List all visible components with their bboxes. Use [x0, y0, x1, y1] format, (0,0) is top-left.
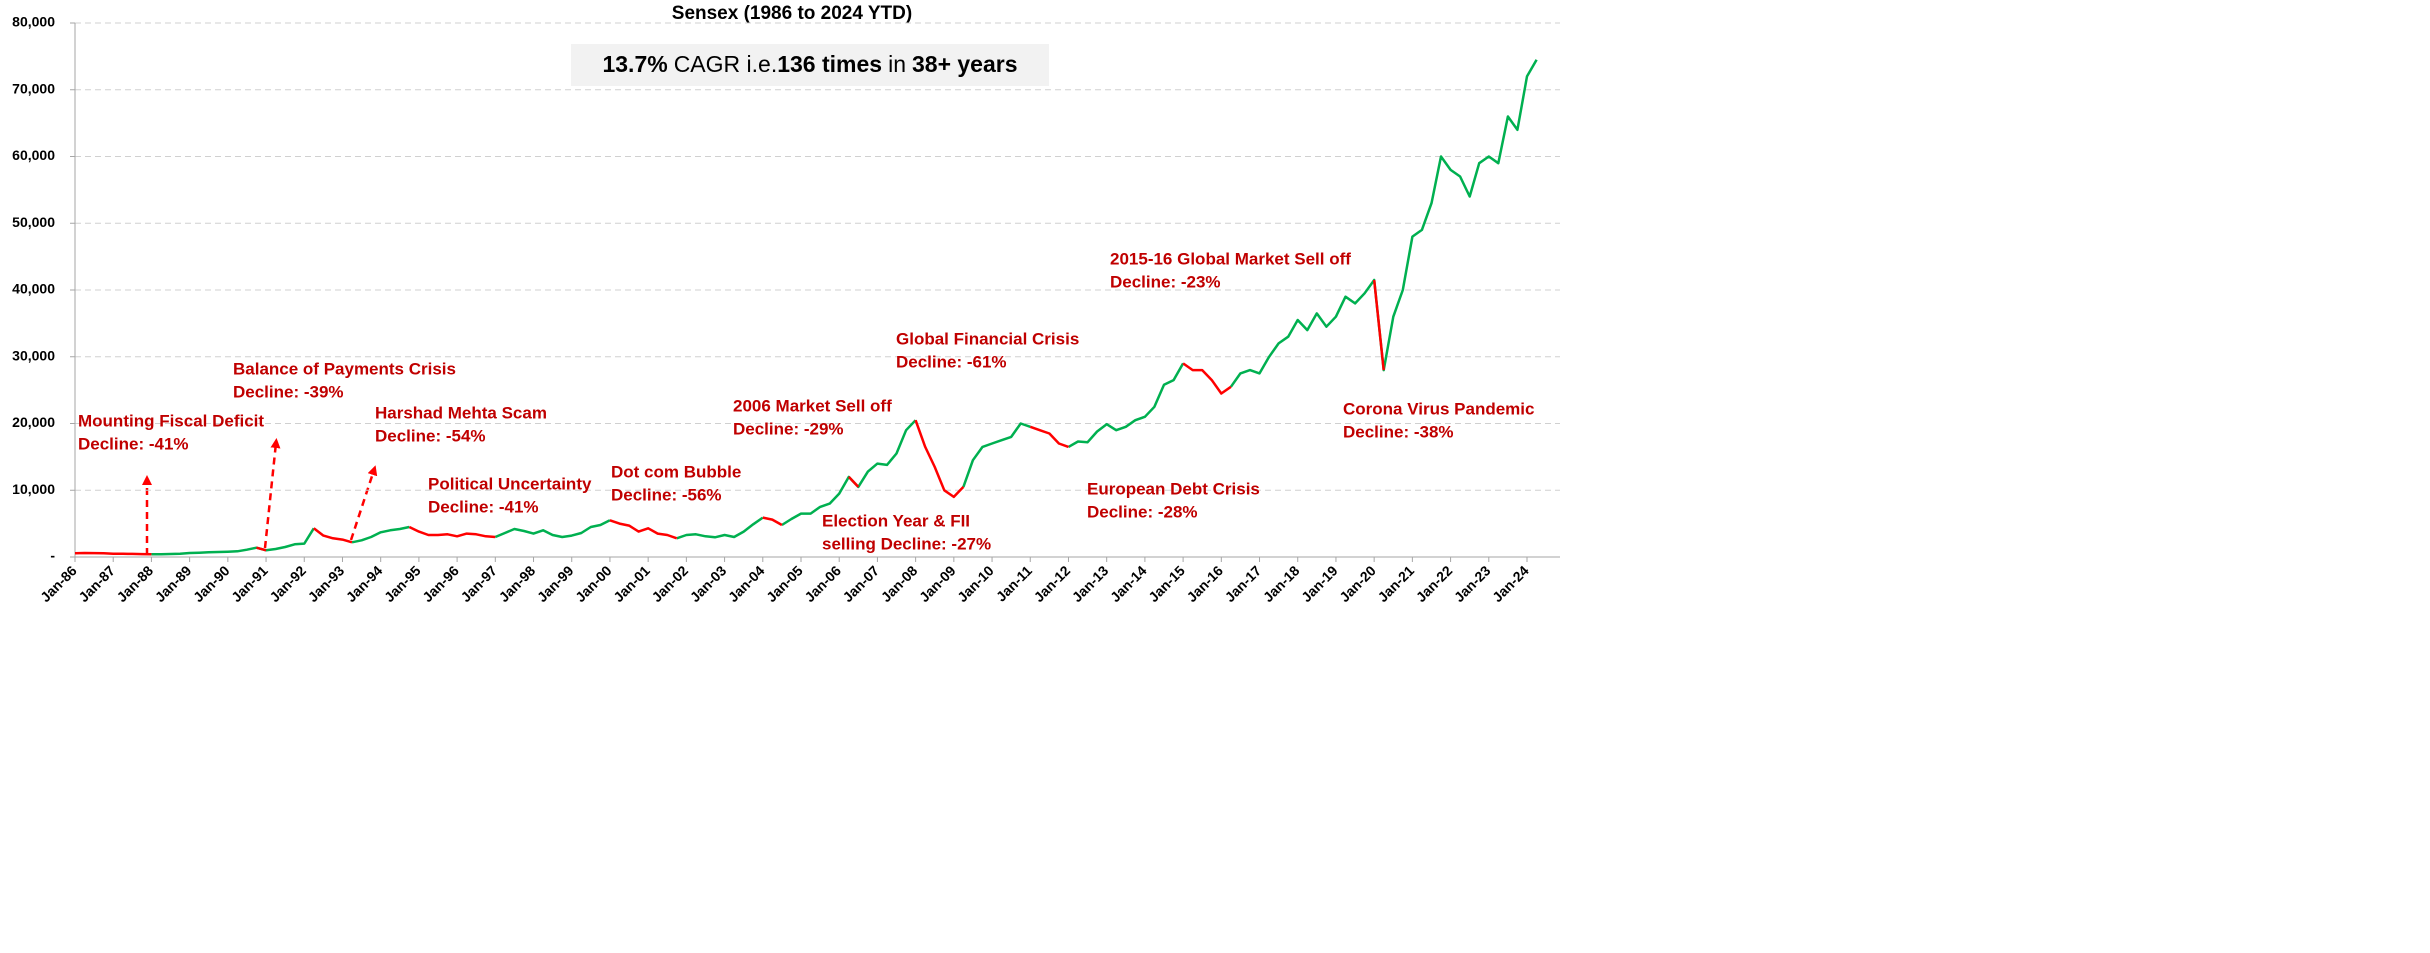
arrow — [263, 438, 281, 549]
x-tick-label: Jan-98 — [496, 562, 539, 605]
x-tick-label: Jan-04 — [725, 562, 768, 605]
x-tick-label: Jan-05 — [763, 562, 806, 605]
x-tick-label: Jan-19 — [1298, 562, 1341, 605]
annotation: Decline: -39% — [233, 382, 344, 401]
x-tick-label: Jan-22 — [1413, 562, 1456, 605]
y-tick-label: 60,000 — [12, 147, 55, 163]
x-tick-label: Jan-10 — [954, 562, 997, 605]
x-tick-label: Jan-18 — [1260, 562, 1303, 605]
x-tick-label: Jan-89 — [152, 562, 195, 605]
annotation: Political Uncertainty — [428, 474, 592, 493]
subtitle-box — [571, 44, 1049, 86]
x-tick-label: Jan-13 — [1069, 562, 1112, 605]
annotation: European Debt Crisis — [1087, 479, 1260, 498]
x-tick-label: Jan-20 — [1336, 562, 1379, 605]
x-tick-label: Jan-95 — [381, 562, 424, 605]
x-tick-label: Jan-06 — [801, 562, 844, 605]
annotation: Decline: -38% — [1343, 422, 1454, 441]
x-tick-label: Jan-12 — [1031, 562, 1074, 605]
subtitle: 13.7% CAGR i.e.136 times in 38+ years — [602, 51, 1017, 77]
annotation: Decline: -28% — [1087, 502, 1198, 521]
x-tick-label: Jan-24 — [1489, 562, 1532, 605]
x-tick-label: Jan-23 — [1451, 562, 1494, 605]
annotation: 2006 Market Sell off — [733, 396, 892, 415]
annotation: Corona Virus Pandemic — [1343, 399, 1534, 418]
x-tick-label: Jan-01 — [610, 562, 653, 605]
x-tick-label: Jan-86 — [37, 562, 80, 605]
y-tick-label: 20,000 — [12, 414, 55, 430]
x-tick-label: Jan-02 — [648, 562, 691, 605]
annotation: 2015-16 Global Market Sell off — [1110, 249, 1351, 268]
price-line — [74, 279, 1385, 556]
x-tick-label: Jan-93 — [305, 562, 348, 605]
x-tick-label: Jan-99 — [534, 562, 577, 605]
y-tick-label: 80,000 — [12, 14, 55, 30]
x-tick-label: Jan-21 — [1374, 562, 1417, 605]
annotation: Decline: -23% — [1110, 272, 1221, 291]
y-tick-label: - — [50, 548, 55, 564]
x-tick-label: Jan-09 — [916, 562, 959, 605]
subtitle-part: in — [888, 51, 906, 77]
x-tick-label: Jan-17 — [1222, 562, 1265, 605]
annotation: Decline: -54% — [375, 426, 486, 445]
annotation: Balance of Payments Crisis — [233, 359, 456, 378]
subtitle-part: 38+ years — [912, 51, 1018, 77]
annotation: Global Financial Crisis — [896, 329, 1079, 348]
x-tick-label: Jan-94 — [343, 562, 386, 605]
annotation: Decline: -41% — [78, 434, 189, 453]
x-tick-label: Jan-91 — [228, 562, 271, 605]
annotation: Decline: -56% — [611, 485, 722, 504]
x-tick-label: Jan-07 — [839, 562, 882, 605]
y-tick-label: 10,000 — [12, 481, 55, 497]
chart-title: Sensex (1986 to 2024 YTD) — [672, 3, 912, 24]
subtitle-part: 13.7% — [602, 51, 667, 77]
annotation: Mounting Fiscal Deficit — [78, 411, 264, 430]
annotation: Decline: -61% — [896, 352, 1007, 371]
x-tick-label: Jan-90 — [190, 562, 233, 605]
annotation: Harshad Mehta Scam — [375, 403, 547, 422]
x-tick-label: Jan-16 — [1183, 562, 1226, 605]
arrow — [349, 465, 378, 541]
x-tick-label: Jan-14 — [1107, 562, 1150, 605]
subtitle-part: CAGR i.e. — [674, 51, 778, 77]
x-tick-label: Jan-00 — [572, 562, 615, 605]
annotation: Decline: -41% — [428, 497, 539, 516]
y-tick-label: 30,000 — [12, 347, 55, 363]
annotation: Election Year & FII — [822, 511, 970, 530]
y-tick-label: 70,000 — [12, 80, 55, 96]
x-tick-label: Jan-03 — [687, 562, 730, 605]
y-tick-label: 40,000 — [12, 281, 55, 297]
x-tick-label: Jan-88 — [113, 562, 156, 605]
x-tick-label: Jan-97 — [457, 562, 500, 605]
annotation: selling Decline: -27% — [822, 534, 991, 553]
annotation: Decline: -29% — [733, 419, 844, 438]
x-tick-label: Jan-92 — [266, 562, 309, 605]
x-tick-label: Jan-08 — [878, 562, 921, 605]
subtitle-part: 136 times — [777, 51, 882, 77]
x-tick-label: Jan-96 — [419, 562, 462, 605]
x-tick-label: Jan-11 — [993, 562, 1035, 604]
x-tick-label: Jan-87 — [75, 562, 118, 605]
y-tick-label: 50,000 — [12, 214, 55, 230]
price-line — [151, 59, 1538, 556]
x-tick-label: Jan-15 — [1145, 562, 1188, 605]
annotation: Dot com Bubble — [611, 462, 741, 481]
